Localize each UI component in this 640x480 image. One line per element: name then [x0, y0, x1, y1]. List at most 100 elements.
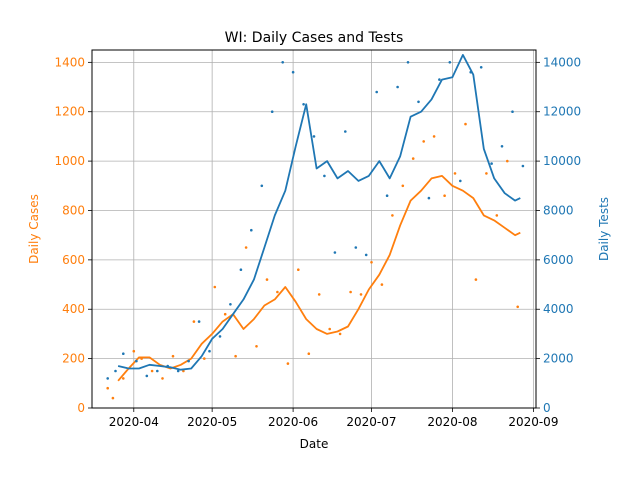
cases-daily-point	[516, 305, 519, 309]
cases-daily-point	[380, 283, 384, 286]
tests-daily-point	[469, 70, 473, 74]
tests-daily-point	[281, 61, 285, 64]
cases-daily-point	[192, 320, 196, 323]
tests-daily-point	[208, 349, 211, 353]
x-tick-label: 2020-07	[346, 415, 396, 429]
tests-daily-point	[114, 369, 117, 373]
cases-daily-point	[122, 377, 125, 380]
cases-daily-point	[495, 214, 499, 217]
cases-daily-point	[443, 194, 446, 197]
tests-daily-point	[479, 66, 483, 69]
tests-daily-point	[106, 377, 109, 380]
tests-daily-point	[396, 85, 399, 89]
y-axis-right-label: Daily Tests	[597, 197, 611, 261]
cases-daily-point	[317, 293, 321, 296]
cases-daily-point	[244, 246, 248, 249]
cases-daily-point	[464, 122, 467, 126]
x-tick-label: 2020-09	[508, 415, 558, 429]
tests-daily-point	[229, 303, 232, 306]
y-right-tick-label: 14000	[543, 55, 581, 69]
tests-daily-point	[145, 374, 149, 378]
tests-daily-point	[490, 162, 493, 165]
cases-daily-point	[111, 396, 115, 400]
cases-daily-point	[328, 327, 332, 331]
tests-daily-point	[122, 352, 125, 356]
tests-daily-point	[438, 78, 441, 81]
x-tick-label: 2020-05	[187, 415, 237, 429]
tests-daily-point	[187, 359, 190, 363]
tests-daily-point	[176, 369, 180, 373]
y-axis-left-label: Daily Cases	[27, 194, 41, 264]
cases-daily-point	[161, 377, 164, 380]
tests-daily-point	[406, 61, 410, 64]
plot-area	[106, 54, 525, 400]
tests-avg-line	[117, 54, 521, 371]
cases-daily-point	[411, 157, 415, 160]
grid	[92, 50, 536, 409]
tests-daily-point	[135, 359, 138, 363]
cases-daily-point	[338, 332, 342, 336]
y-left-tick-label: 1200	[54, 105, 85, 119]
tests-daily-point	[291, 70, 295, 74]
tests-daily-point	[448, 61, 452, 64]
cases-daily-point	[171, 354, 175, 358]
cases-daily-point	[485, 172, 488, 175]
x-axis-label: Date	[300, 437, 329, 451]
x-tick-label: 2020-06	[268, 415, 318, 429]
cases-daily-point	[391, 214, 394, 217]
cases-daily-point	[203, 357, 206, 360]
y-right-tick-label: 8000	[543, 203, 574, 217]
tests-daily-point	[511, 110, 514, 113]
tests-daily-point	[427, 196, 431, 200]
cases-daily-point	[422, 140, 426, 143]
tests-daily-point	[344, 130, 347, 133]
y-left-tick-label: 1400	[54, 55, 85, 69]
tests-daily-point	[364, 253, 368, 257]
tests-daily-point	[354, 246, 358, 249]
cases-daily-point	[265, 278, 269, 281]
tests-daily-point	[521, 164, 525, 168]
cases-daily-point	[370, 261, 373, 264]
y-right-tick-label: 12000	[543, 105, 581, 119]
tests-daily-point	[333, 251, 337, 254]
y-left-tick-label: 1000	[54, 154, 85, 168]
tests-daily-point	[312, 135, 316, 138]
cases-daily-point	[213, 285, 217, 289]
cases-daily-point	[286, 362, 290, 365]
cases-avg-line	[117, 174, 521, 382]
cases-daily-point	[106, 386, 109, 390]
tests-daily-point	[375, 90, 379, 94]
y-right-tick-label: 0	[543, 401, 551, 415]
y-right-tick-label: 10000	[543, 154, 581, 168]
y-right-tick-label: 4000	[543, 302, 574, 316]
y-left-tick-label: 400	[62, 302, 85, 316]
cases-daily-point	[401, 184, 405, 188]
cases-daily-point	[140, 357, 143, 360]
tests-daily-point	[417, 100, 420, 104]
cases-daily-point	[297, 268, 300, 272]
y-left-tick-label: 200	[62, 352, 85, 366]
tests-daily-point	[239, 268, 243, 272]
axes: 2020-04 2020-05 2020-06 2020-07 2020-08 2020-…	[54, 55, 581, 429]
plot-frame	[91, 49, 537, 409]
tests-daily-point	[166, 364, 169, 368]
tests-daily-point	[197, 320, 201, 323]
cases-daily-point	[307, 352, 311, 356]
tests-daily-point	[270, 110, 274, 113]
cases-daily-point	[255, 345, 258, 348]
cases-daily-point	[276, 290, 279, 294]
chart-title: WI: Daily Cases and Tests	[225, 30, 404, 46]
tests-daily-point	[250, 228, 253, 232]
y-right-tick-label: 6000	[543, 253, 574, 267]
cases-daily-point	[234, 354, 237, 358]
cases-daily-point	[474, 278, 478, 281]
x-tick-label: 2020-08	[427, 415, 477, 429]
tests-daily-point	[156, 369, 159, 373]
y-left-tick-label: 600	[62, 253, 85, 267]
y-left-tick-label: 0	[77, 401, 85, 415]
cases-daily-point	[506, 159, 509, 163]
cases-daily-point	[150, 369, 154, 373]
tests-daily-point	[500, 145, 504, 148]
y-left-tick-label: 800	[62, 203, 85, 217]
